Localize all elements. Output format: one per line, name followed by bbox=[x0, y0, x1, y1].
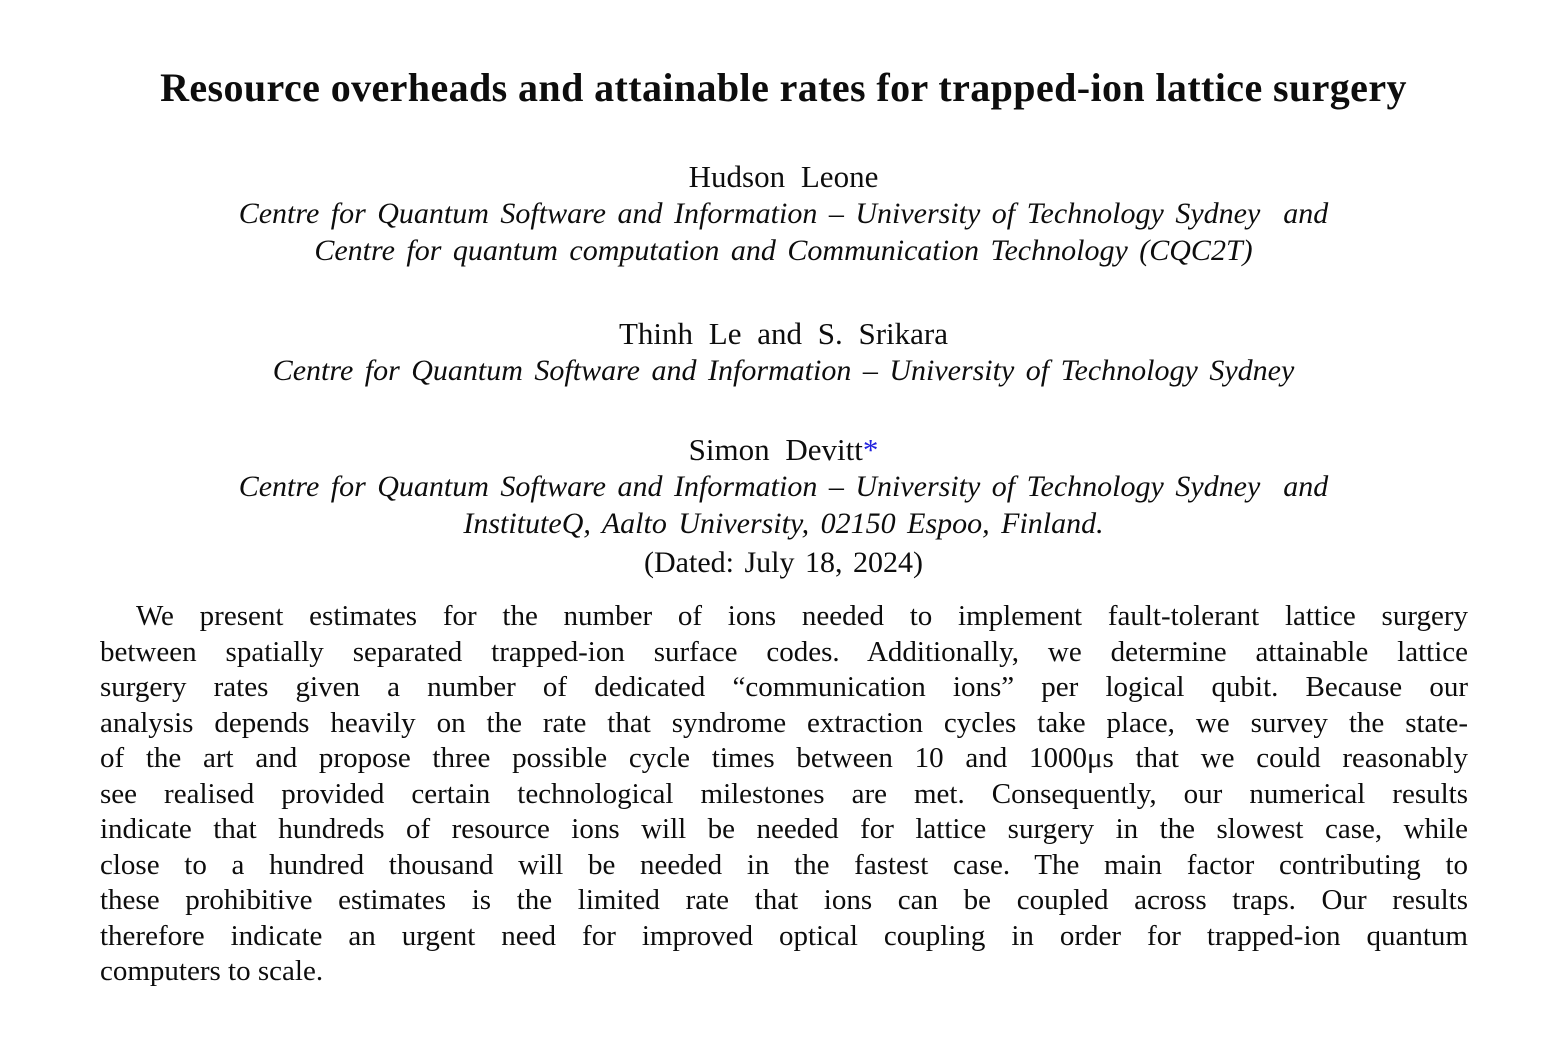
author-block-3: Simon Devitt* Centre for Quantum Softwar… bbox=[0, 431, 1567, 542]
author-name: Simon Devitt* bbox=[0, 431, 1567, 468]
affiliation: Centre for Quantum Software and Informat… bbox=[272, 354, 1295, 387]
abstract-line: indicate that hundreds of resource ions … bbox=[100, 813, 1468, 845]
affiliation: Centre for Quantum Software and Informat… bbox=[238, 197, 1329, 230]
abstract: We present estimates for the number of i… bbox=[100, 599, 1468, 990]
author-block-2: Thinh Le and S. Srikara Centre for Quant… bbox=[0, 315, 1567, 389]
date-line: (Dated: July 18, 2024) bbox=[644, 546, 923, 579]
affiliation: Centre for quantum computation and Commu… bbox=[314, 234, 1253, 267]
abstract-line: close to a hundred thousand will be need… bbox=[100, 848, 1468, 881]
abstract-line: see realised provided certain technologi… bbox=[100, 777, 1468, 810]
abstract-line: these prohibitive estimates is the limit… bbox=[100, 884, 1468, 916]
abstract-line: analysis depends heavily on the rate tha… bbox=[100, 706, 1468, 739]
affiliation: Centre for Quantum Software and Informat… bbox=[238, 470, 1329, 503]
author-name-text: Hudson Leone bbox=[688, 159, 879, 194]
abstract-line: of the art and propose three possible cy… bbox=[100, 742, 1468, 774]
abstract-line: We present estimates for the number of i… bbox=[136, 600, 1468, 632]
abstract-line: between spatially separated trapped-ion … bbox=[100, 635, 1468, 668]
author-name-text: Simon Devitt bbox=[688, 432, 863, 467]
paper-page: Resource overheads and attainable rates … bbox=[0, 62, 1567, 1063]
abstract-line: computers to scale. bbox=[100, 955, 324, 987]
author-footnote-link[interactable]: * bbox=[862, 432, 879, 467]
paper-title: Resource overheads and attainable rates … bbox=[160, 65, 1407, 110]
author-name-text: Thinh Le and S. Srikara bbox=[618, 316, 948, 351]
abstract-line: surgery rates given a number of dedicate… bbox=[100, 671, 1468, 703]
affiliation: InstituteQ, Aalto University, 02150 Espo… bbox=[463, 507, 1104, 540]
author-name: Thinh Le and S. Srikara bbox=[0, 315, 1567, 352]
abstract-line: therefore indicate an urgent need for im… bbox=[100, 919, 1468, 952]
author-name: Hudson Leone bbox=[0, 158, 1567, 195]
author-block-1: Hudson Leone Centre for Quantum Software… bbox=[0, 158, 1567, 269]
